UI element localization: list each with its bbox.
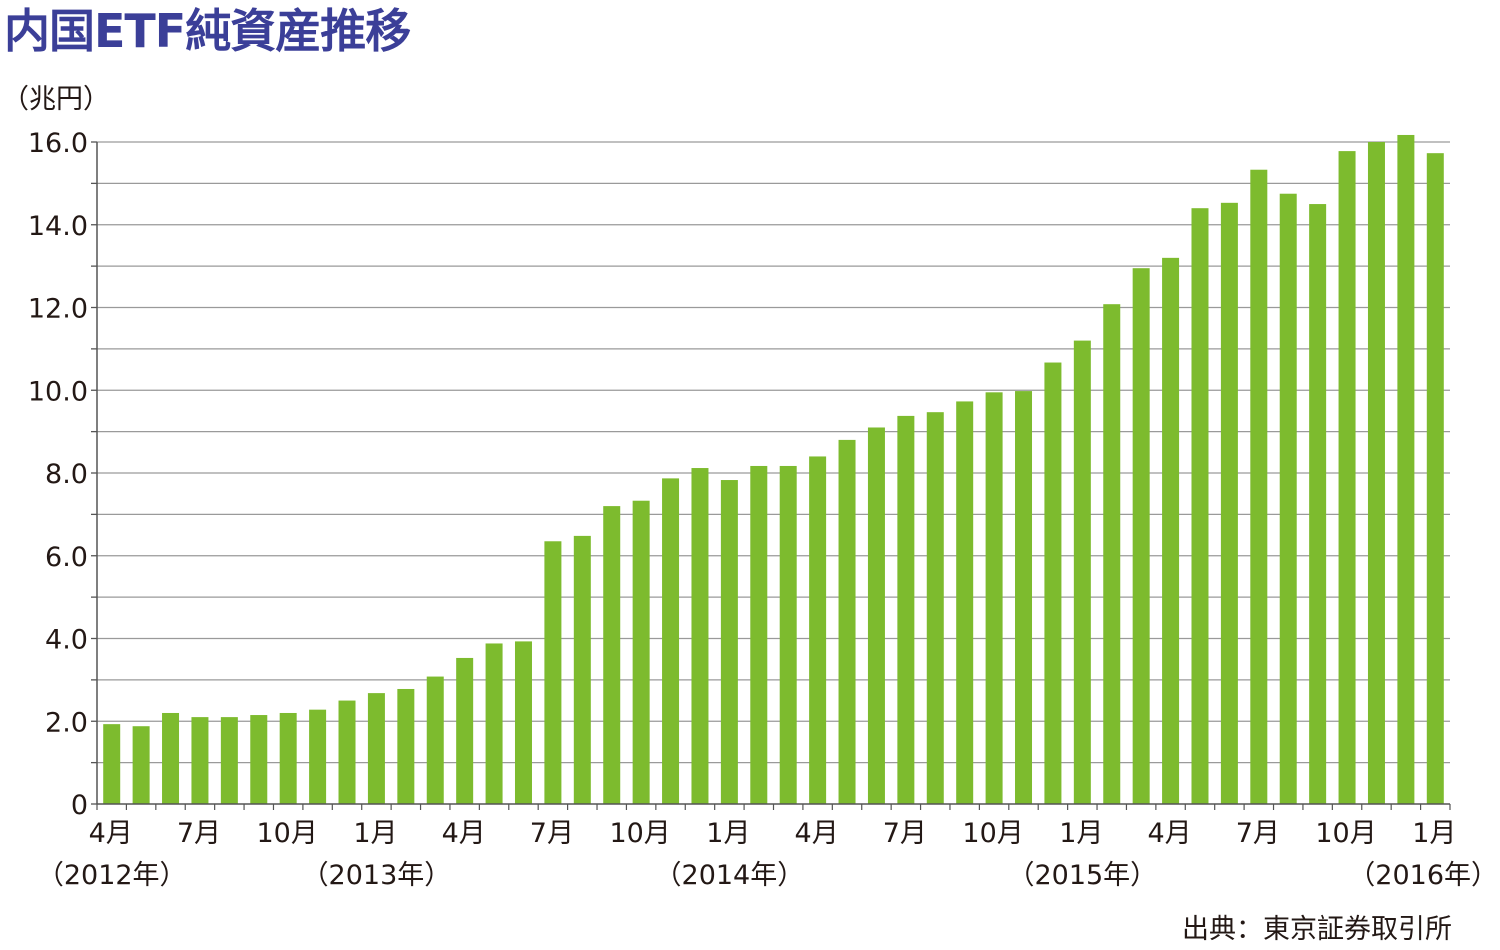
bar	[1162, 257, 1180, 805]
bar	[367, 693, 385, 804]
y-tick-label: 4.0	[45, 625, 88, 656]
bar	[544, 541, 562, 804]
bar	[720, 480, 738, 804]
x-tick-label: 1月	[353, 818, 397, 849]
bar	[514, 641, 532, 804]
x-tick-label: 10月	[609, 818, 670, 849]
gridlines	[97, 141, 1450, 764]
x-tick-label: 4月	[442, 818, 486, 849]
bar	[603, 506, 621, 804]
x-tick-label: 10月	[257, 818, 318, 849]
axes	[91, 141, 1451, 810]
bar	[1279, 193, 1297, 804]
bar	[103, 724, 121, 804]
y-axis-unit-label: （兆円）	[2, 84, 110, 115]
bar	[897, 415, 915, 804]
x-tick-label: 7月	[530, 818, 574, 849]
bar	[1015, 391, 1033, 804]
chart-title: 内国ETF純資産推移	[4, 4, 411, 58]
x-tick-label: 1月	[1412, 818, 1456, 849]
bar	[456, 657, 474, 804]
bar	[1073, 340, 1091, 804]
bar	[1338, 151, 1356, 805]
x-tick-label: 10月	[962, 818, 1023, 849]
year-label: （2014年）	[655, 860, 805, 891]
bar	[1220, 202, 1238, 805]
year-label: （2012年）	[37, 860, 187, 891]
bar	[750, 465, 768, 804]
bar	[250, 715, 268, 804]
y-tick-label: 6.0	[45, 542, 88, 573]
bar	[1191, 208, 1209, 804]
bar	[279, 712, 297, 804]
bar	[485, 643, 503, 804]
x-tick-label: 1月	[1059, 818, 1103, 849]
year-label: （2016年）	[1348, 860, 1498, 891]
x-tick-label: 10月	[1315, 818, 1376, 849]
x-tick-label: 1月	[706, 818, 750, 849]
x-tick-label: 7月	[883, 818, 927, 849]
bar	[1367, 142, 1385, 804]
bar	[220, 717, 238, 804]
y-tick-label: 2.0	[45, 707, 88, 738]
y-tick-label: 16.0	[28, 128, 88, 159]
source-label: 出典：東京証券取引所	[1182, 914, 1452, 945]
bar	[662, 478, 680, 804]
x-tick-label: 7月	[1236, 818, 1280, 849]
bar	[573, 535, 591, 804]
bar	[1250, 169, 1268, 804]
bar	[1309, 204, 1327, 804]
bar	[985, 392, 1003, 804]
bar	[426, 676, 444, 804]
bar	[338, 700, 356, 804]
bar	[956, 401, 974, 804]
labels: （兆円） 出典：東京証券取引所 0 2.0 4.0 6.0 8.0 10.0 12.0 14.…	[2, 84, 1498, 945]
bar	[926, 412, 944, 804]
y-tick-label: 0	[71, 790, 88, 821]
y-tick-label: 8.0	[45, 459, 88, 490]
bar	[1103, 304, 1121, 804]
bar	[632, 500, 650, 804]
year-label: （2013年）	[302, 860, 452, 891]
year-label: （2015年）	[1007, 860, 1157, 891]
bar	[162, 712, 180, 804]
bar	[867, 427, 885, 804]
bar	[191, 717, 209, 804]
bar	[1397, 134, 1415, 804]
x-tick-label: 4月	[1147, 818, 1191, 849]
y-tick-label: 14.0	[28, 211, 88, 242]
x-tick-label: 7月	[177, 818, 221, 849]
y-tick-label: 10.0	[28, 376, 88, 407]
y-tick-label: 12.0	[28, 294, 88, 325]
bar	[132, 726, 150, 804]
bar	[1132, 268, 1150, 805]
bar	[779, 465, 797, 804]
bars	[103, 134, 1444, 805]
bar	[1426, 153, 1444, 804]
bar	[397, 688, 415, 804]
bar	[809, 456, 827, 804]
bar	[691, 468, 709, 804]
x-tick-label: 4月	[795, 818, 839, 849]
x-tick-label: 4月	[89, 818, 133, 849]
bar	[1044, 362, 1062, 804]
bar	[838, 439, 856, 804]
bar	[309, 709, 327, 804]
